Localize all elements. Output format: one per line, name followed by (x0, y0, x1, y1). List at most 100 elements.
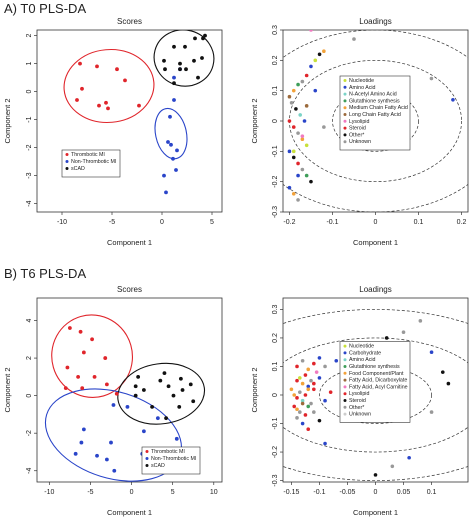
score-point-1 (162, 173, 166, 178)
score-point-0 (123, 78, 127, 83)
legend-marker (343, 371, 347, 375)
score-point-0 (63, 386, 68, 391)
score-point-0 (97, 103, 101, 108)
loading-point (304, 143, 309, 148)
legend-box (339, 341, 411, 423)
y-tick-label: 0.3 (272, 304, 279, 314)
x-tick-label: -5 (109, 219, 115, 226)
y-tick-label: 0.2 (272, 55, 279, 65)
loading-point (298, 390, 302, 394)
legend-marker (343, 351, 347, 355)
legend-marker (65, 160, 69, 163)
y-tick-label: 0 (26, 90, 33, 94)
score-point-1 (125, 404, 130, 409)
score-point-2 (201, 36, 205, 41)
plot-area (44, 314, 206, 482)
x-tick-label: 0 (130, 489, 134, 496)
loading-point (296, 161, 300, 166)
t0-loadings-plot: Loadings Component 1 Component 2 -0.2 -0.1 0 0… (250, 17, 469, 247)
loading-point (440, 370, 445, 374)
legend-label: Carbohydrate (349, 350, 381, 356)
loading-point (304, 73, 309, 78)
loading-point (289, 387, 294, 392)
score-point-2 (162, 58, 166, 63)
legend-label: Other* (349, 132, 364, 138)
score-point-0 (92, 374, 97, 379)
loading-point (390, 464, 395, 469)
legend-marker (343, 392, 347, 396)
loading-point (312, 387, 316, 392)
loading-point (298, 113, 303, 117)
loading-point (291, 88, 296, 93)
loading-point (287, 185, 292, 190)
loading-point (401, 330, 406, 335)
loading-point (296, 82, 300, 87)
legend-label: Thrombotic MI (71, 152, 105, 158)
legend-box (339, 75, 411, 151)
score-point-1 (174, 436, 179, 441)
legend-label: Medium Chain Fatty Acid (349, 105, 408, 111)
y-tick-label: -2 (26, 430, 33, 436)
y-tick-label: -0.3 (272, 206, 279, 218)
legend-marker (343, 385, 347, 389)
legend-marker (343, 106, 347, 110)
legend-marker (343, 405, 347, 409)
score-point-0 (114, 391, 119, 396)
x-axis-label: Component 1 (107, 508, 152, 517)
score-point-0 (75, 98, 79, 102)
loading-point (298, 410, 302, 414)
loading-point (302, 119, 307, 123)
x-tick-label: 5 (171, 489, 175, 496)
legend-box (61, 149, 121, 178)
score-point-2 (180, 388, 185, 392)
plot-frame (36, 297, 223, 483)
score-point-2 (166, 384, 171, 389)
loading-point (384, 336, 389, 340)
loading-point (312, 381, 316, 386)
y-tick-label: 2 (26, 356, 33, 360)
score-point-1 (175, 148, 179, 153)
y-tick-label: -2 (26, 144, 33, 150)
t6-scores-plot: Scores Component 1 Component 2 -10 -5 0 5 10 -4 -… (3, 285, 223, 517)
y-tick-label: -3 (26, 172, 33, 178)
y-tick-label: -0.2 (272, 176, 279, 188)
loading-point (323, 364, 327, 369)
panel-title: Loadings (359, 285, 391, 294)
loading-point (303, 413, 308, 417)
loading-point (292, 404, 297, 409)
score-point-2 (164, 416, 168, 421)
score-point-2 (200, 56, 204, 60)
score-point-1 (81, 427, 86, 432)
x-tick-label: -0.1 (326, 219, 338, 226)
t6-loadings-plot: Loadings Component 1 Component 2 -0.15 -0.1 -… (250, 285, 469, 517)
score-point-1 (109, 440, 113, 445)
loading-point (295, 396, 299, 400)
y-tick-label: -0.1 (272, 417, 279, 429)
score-point-1 (95, 453, 99, 458)
legend-label: sCAD (151, 463, 165, 469)
score-point-2 (193, 36, 197, 41)
plot-area (283, 309, 468, 481)
legend-label: Other* (349, 405, 364, 411)
y-tick-label: 0.2 (272, 333, 279, 343)
panel-title: Loadings (359, 17, 391, 26)
score-point-2 (203, 33, 207, 38)
legend-marker (145, 457, 149, 460)
confidence-ellipse-0 (51, 314, 134, 398)
legend-label: Steroid (349, 398, 366, 404)
score-point-2 (158, 378, 163, 383)
loading-point (295, 378, 299, 383)
score-point-1 (104, 457, 109, 462)
score-point-2 (177, 404, 182, 409)
legend-label: Glutathione synthesis (349, 98, 400, 104)
score-point-0 (106, 106, 110, 111)
loading-point (313, 58, 318, 63)
score-point-0 (81, 350, 86, 355)
loading-point (309, 401, 313, 406)
y-tick-label: 1 (26, 62, 33, 66)
loading-point (451, 97, 455, 102)
score-point-0 (78, 329, 83, 334)
loading-point (306, 404, 311, 409)
loading-point (287, 94, 292, 99)
